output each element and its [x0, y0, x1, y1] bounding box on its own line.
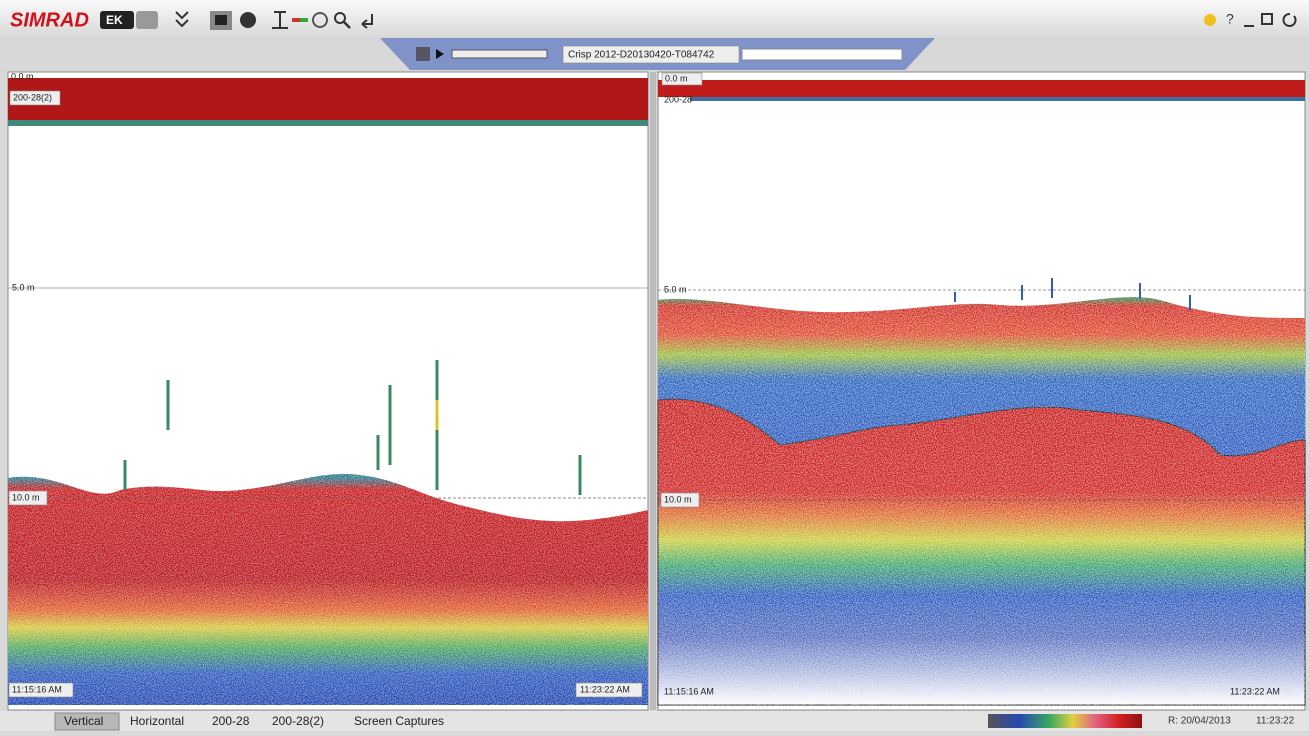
- channel-label: 200-28: [664, 94, 692, 104]
- time-box: [8, 682, 74, 698]
- play-button[interactable]: [436, 49, 444, 59]
- status-time: 11:23:22: [1256, 716, 1295, 727]
- progress: [741, 48, 903, 61]
- help[interactable]: ?: [1226, 11, 1234, 27]
- echogram-right: [657, 71, 1306, 711]
- color-scale: [988, 714, 1142, 728]
- surface-label: 0.0 m: [11, 71, 34, 81]
- stop-button[interactable]: [416, 47, 430, 61]
- status-bar: [0, 711, 1309, 731]
- surface-box: [661, 72, 703, 86]
- tab[interactable]: Horizontal: [130, 714, 184, 728]
- end-time: 11:23:22 AM: [580, 684, 630, 694]
- tab[interactable]: Vertical: [64, 714, 103, 728]
- depth-box: [8, 490, 48, 506]
- time-box: [575, 682, 643, 698]
- product: EK: [106, 13, 123, 27]
- toolbar: [0, 0, 1309, 40]
- window-controls[interactable]: ?: [1204, 11, 1297, 27]
- surface-label: 0.0 m: [665, 73, 688, 83]
- splitter[interactable]: [650, 72, 656, 710]
- tab[interactable]: 200-28: [212, 714, 250, 728]
- file-name: Crisp 2012-D20130420-T084742: [568, 50, 715, 61]
- file-box: [562, 45, 740, 64]
- play-slider[interactable]: [451, 49, 548, 59]
- status-date: R: 20/04/2013: [1168, 716, 1231, 727]
- channel-box: [9, 90, 61, 106]
- product-badge: [100, 11, 134, 29]
- depth-box: [660, 492, 700, 508]
- end-time: 11:23:22 AM: [1230, 686, 1280, 696]
- depth-label: 5.0 m: [664, 284, 687, 294]
- start-time: 11:15:16 AM: [664, 686, 714, 696]
- tabs: Vertical Horizontal 200-28 200-28(2) Screen …: [54, 712, 444, 731]
- tab[interactable]: 200-28(2): [272, 714, 324, 728]
- tab[interactable]: Screen Captures: [354, 714, 444, 728]
- depth-label: 10.0 m: [664, 494, 692, 504]
- depth-label: 10.0 m: [12, 492, 40, 502]
- channel-label: 200-28(2): [13, 92, 52, 102]
- tab-active: [54, 712, 120, 731]
- start-time: 11:15:16 AM: [12, 684, 62, 694]
- brand: SIMRAD: [10, 9, 89, 31]
- toolbar-icons[interactable]: [175, 11, 373, 30]
- depth-label: 5.0 m: [12, 282, 35, 292]
- product-badge-2: [136, 11, 158, 29]
- echogram-left: [7, 71, 649, 711]
